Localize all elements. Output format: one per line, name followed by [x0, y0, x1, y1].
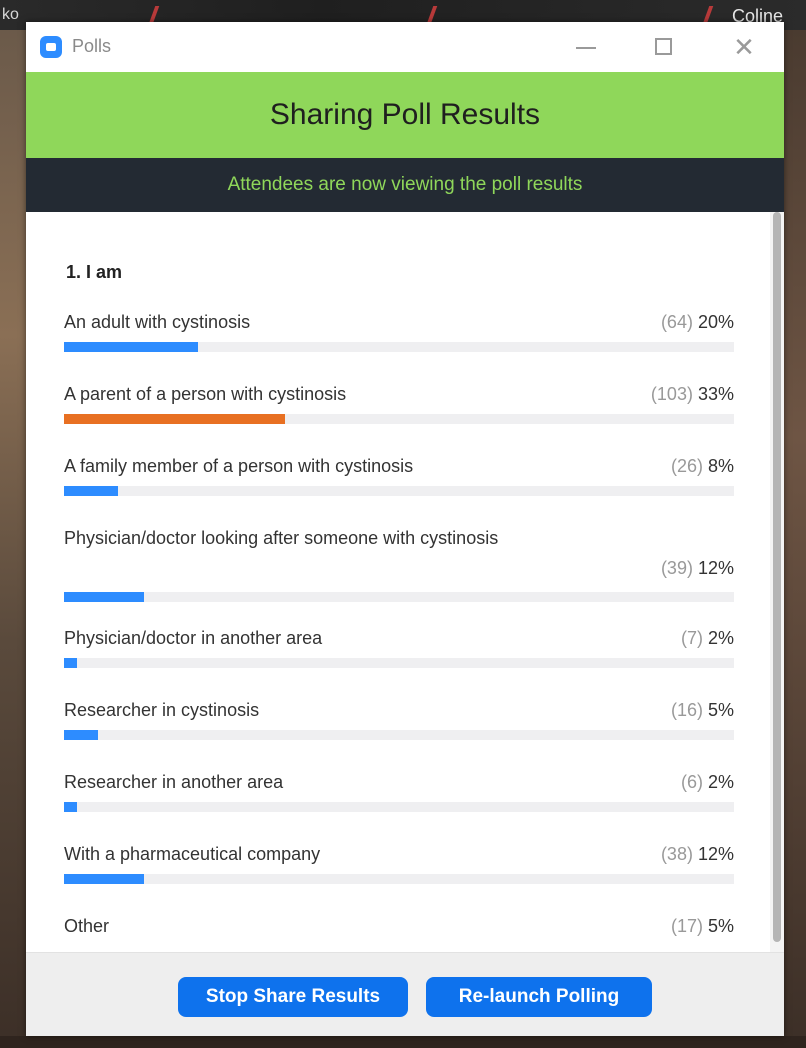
answer-label: A family member of a person with cystino…: [64, 456, 414, 476]
vote-count: (64): [660, 312, 693, 332]
relaunch-polling-button[interactable]: Re-launch Polling: [426, 977, 652, 1017]
result-bar-fill: [64, 874, 144, 884]
result-bar-fill: [64, 730, 98, 740]
answer-row: A family member of a person with cystino…: [64, 456, 734, 496]
answer-result: (39) 12%: [661, 558, 734, 579]
vote-percent: 5%: [707, 916, 734, 936]
result-bar-fill: [64, 414, 285, 424]
close-icon: ✕: [733, 32, 755, 62]
video-background-bottom: [0, 1036, 806, 1048]
vote-count: (38): [660, 844, 693, 864]
vote-percent: 12%: [697, 844, 734, 864]
answer-label: An adult with cystinosis: [64, 312, 251, 332]
result-bar-fill: [64, 658, 77, 668]
result-bar-track: [64, 730, 734, 740]
vote-count: (6): [680, 772, 703, 792]
answer-row: Physician/doctor in another area (7) 2%: [64, 628, 734, 668]
stop-share-results-button[interactable]: Stop Share Results: [178, 977, 408, 1017]
answer-result: (103) 33%: [651, 384, 734, 405]
zoom-app-icon: [40, 36, 62, 58]
vote-percent: 33%: [697, 384, 734, 404]
video-background-left: [0, 30, 26, 1048]
vote-count: (39): [660, 558, 693, 578]
sharing-banner: Sharing Poll Results: [26, 72, 784, 158]
result-bar-track: [64, 342, 734, 352]
result-bar-track: [64, 592, 734, 602]
vote-percent: 5%: [707, 700, 734, 720]
title-bar: Polls ✕: [26, 22, 784, 72]
participant-name-left: ko: [2, 6, 19, 23]
maximize-button[interactable]: [644, 32, 684, 62]
result-bar-fill: [64, 486, 118, 496]
vote-count: (103): [650, 384, 693, 404]
video-background-right: [784, 30, 806, 1048]
scrollbar-thumb[interactable]: [773, 212, 781, 942]
answer-result: (6) 2%: [681, 772, 734, 793]
answer-result: (26) 8%: [671, 456, 734, 477]
result-bar-fill: [64, 342, 198, 352]
maximize-icon: [655, 38, 672, 55]
result-bar-track: [64, 874, 734, 884]
result-bar-fill: [64, 592, 144, 602]
result-bar-track: [64, 802, 734, 812]
vote-percent: 12%: [697, 558, 734, 578]
answer-label: Physician/doctor looking after someone w…: [64, 528, 499, 548]
window-title: Polls: [72, 36, 112, 56]
vote-percent: 20%: [697, 312, 734, 332]
answer-label: With a pharmaceutical company: [64, 844, 321, 864]
minimize-button[interactable]: [566, 32, 606, 62]
vote-percent: 2%: [707, 772, 734, 792]
vote-percent: 2%: [707, 628, 734, 648]
answer-result: (64) 20%: [661, 312, 734, 333]
answer-row: With a pharmaceutical company (38) 12%: [64, 844, 734, 884]
scrollbar[interactable]: [770, 212, 784, 952]
status-banner: Attendees are now viewing the poll resul…: [26, 158, 784, 212]
answer-row: Physician/doctor looking after someone w…: [64, 528, 734, 602]
poll-results: 1. I am An adult with cystinosis (64) 20%…: [26, 212, 784, 952]
answer-row: Researcher in cystinosis (16) 5%: [64, 700, 734, 740]
result-bar-track: [64, 658, 734, 668]
answer-label: Physician/doctor in another area: [64, 628, 323, 648]
result-bar-track: [64, 414, 734, 424]
question-title: 1. I am: [66, 262, 123, 282]
answer-result: (7) 2%: [681, 628, 734, 649]
answer-row: A parent of a person with cystinosis (103…: [64, 384, 734, 424]
vote-count: (26): [670, 456, 703, 476]
answer-result: (38) 12%: [661, 844, 734, 865]
answer-result: (17) 5%: [671, 916, 734, 937]
participant-name-right: Coline: [732, 6, 784, 26]
vote-count: (16): [670, 700, 703, 720]
close-button[interactable]: ✕: [724, 32, 764, 62]
status-text: Attendees are now viewing the poll resul…: [227, 174, 583, 195]
answer-label: Other: [64, 916, 110, 936]
answer-row: Researcher in another area (6) 2%: [64, 772, 734, 812]
result-bar-track: [64, 486, 734, 496]
footer-bar: Stop Share Results Re-launch Polling: [26, 952, 784, 1036]
result-bar-fill: [64, 802, 77, 812]
answer-row: An adult with cystinosis (64) 20%: [64, 312, 734, 352]
minimize-icon: [576, 47, 596, 49]
answer-row: Other (17) 5%: [64, 916, 734, 952]
vote-percent: 8%: [707, 456, 734, 476]
answer-label: A parent of a person with cystinosis: [64, 384, 347, 404]
vote-count: (17): [670, 916, 703, 936]
banner-title: Sharing Poll Results: [269, 98, 541, 131]
answer-result: (16) 5%: [671, 700, 734, 721]
answer-label: Researcher in another area: [64, 772, 284, 792]
answer-label: Researcher in cystinosis: [64, 700, 260, 720]
polls-window: Polls ✕ Sharing Poll Results Attendees a…: [26, 22, 784, 1036]
vote-count: (7): [680, 628, 703, 648]
